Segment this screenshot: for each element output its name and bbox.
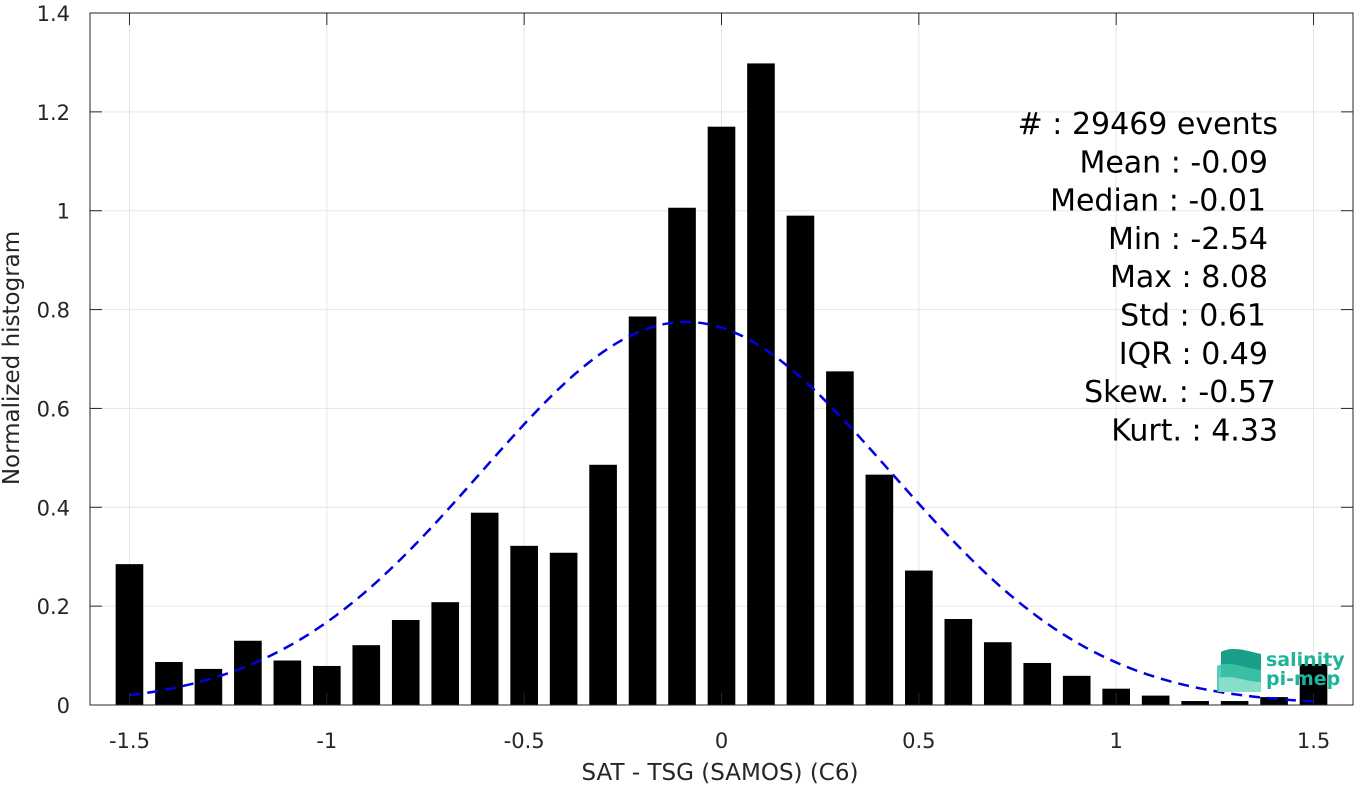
stat-line: Median : -0.01 (1050, 184, 1266, 219)
histogram-bar (115, 564, 144, 705)
histogram-bar (628, 316, 657, 705)
gaussian-fit (129, 320, 1314, 703)
x-tick-labels: -1.5 -1 -0.5 0 0.5 1 1.5 (109, 729, 1330, 753)
salinity-pi-mep-logo: salinity pi-mep (1217, 648, 1345, 692)
x-tick-label: 1.5 (1297, 729, 1330, 753)
histogram-bar (470, 512, 499, 705)
x-tick-label: -0.5 (504, 729, 545, 753)
x-tick-label: -1 (316, 729, 337, 753)
histogram-bar (510, 545, 538, 705)
stat-line: Min : -2.54 (1108, 222, 1268, 257)
histogram-bar (668, 207, 696, 705)
logo-line2: pi-mep (1266, 668, 1340, 690)
stat-line: IQR : 0.49 (1119, 337, 1268, 372)
histogram-bar (194, 668, 223, 705)
histogram-bar (1023, 662, 1052, 705)
histogram-bar (826, 371, 854, 705)
stat-line: Std : 0.61 (1120, 299, 1266, 334)
stat-line: # : 29469 events (1018, 107, 1278, 142)
y-tick-label: 1.4 (37, 2, 70, 26)
histogram-bar (786, 215, 815, 705)
y-tick-label: 0.4 (37, 496, 70, 520)
axis-ticks (90, 12, 1353, 706)
y-tick-label: 1 (57, 200, 70, 224)
histogram-bars (115, 63, 1328, 706)
histogram-bar (1260, 697, 1288, 705)
histogram-bar (983, 642, 1012, 705)
y-tick-label: 0.8 (37, 299, 70, 323)
histogram-bar (707, 126, 736, 705)
histogram-bar (273, 660, 302, 705)
histogram-bar (1220, 701, 1249, 705)
gaussian-fit-line (129, 320, 1314, 703)
histogram-bar (549, 552, 578, 705)
histogram-bar (589, 464, 617, 705)
histogram-bar (352, 645, 381, 705)
histogram-bar (431, 602, 460, 705)
y-tick-labels: 0 0.2 0.4 0.6 0.8 1 1.2 1.4 (37, 2, 70, 718)
wave-icon (1217, 648, 1261, 692)
histogram-bar (1181, 701, 1209, 705)
histogram-bar (1141, 695, 1170, 705)
x-tick-label: 0 (715, 729, 728, 753)
y-tick-label: 0.2 (37, 595, 70, 619)
histogram-bar (747, 63, 775, 706)
histogram-bar (234, 640, 262, 705)
histogram-bar (155, 661, 183, 705)
x-tick-label: -1.5 (109, 729, 150, 753)
x-axis-label: SAT - TSG (SAMOS) (C6) (582, 760, 859, 785)
y-tick-label: 0.6 (37, 397, 70, 421)
stat-line: Kurt. : 4.33 (1111, 413, 1278, 448)
histogram-bar (944, 618, 973, 705)
y-tick-label: 1.2 (37, 101, 70, 125)
y-tick-label: 0 (57, 694, 70, 718)
histogram-bar (865, 474, 894, 705)
histogram-bar (905, 570, 933, 705)
histogram-bar (1062, 675, 1091, 705)
x-tick-label: 1 (1110, 729, 1123, 753)
y-axis-label: Normalized histogram (0, 231, 25, 485)
histogram-bar (391, 619, 420, 705)
stat-line: Skew. : -0.57 (1084, 375, 1276, 410)
x-tick-label: 0.5 (902, 729, 935, 753)
stat-line: Mean : -0.09 (1079, 145, 1268, 180)
logo-line1: salinity (1266, 649, 1345, 671)
stat-line: Max : 8.08 (1110, 260, 1268, 295)
